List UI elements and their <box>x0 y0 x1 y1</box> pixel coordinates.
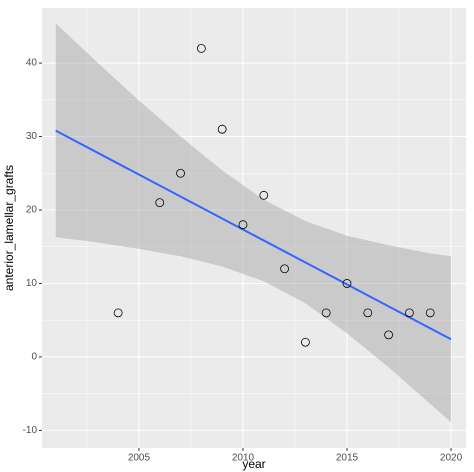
point <box>384 330 394 340</box>
y-tick-label: 40 <box>26 58 38 69</box>
point <box>425 308 435 318</box>
point <box>113 308 123 318</box>
y-tick-label: -10 <box>23 425 38 436</box>
fit-line <box>55 129 452 341</box>
point <box>238 220 248 230</box>
x-tick-label: 2015 <box>336 453 359 464</box>
data-layer <box>55 23 452 423</box>
panel <box>42 8 466 448</box>
point <box>405 308 414 318</box>
point <box>321 308 331 318</box>
point <box>155 198 165 208</box>
y-tick-label: 20 <box>26 205 38 216</box>
confidence-band <box>55 23 452 423</box>
y-axis-title: anterior_lamellar_grafts <box>2 165 16 291</box>
point <box>217 124 227 134</box>
point <box>176 168 185 178</box>
x-tick-label: 2010 <box>232 453 255 464</box>
x-axis-title: year <box>242 457 265 471</box>
point <box>342 279 352 288</box>
point <box>196 44 206 53</box>
point <box>363 308 373 318</box>
point <box>280 264 289 274</box>
point <box>300 337 310 347</box>
grid <box>42 8 466 448</box>
y-tick-label: 10 <box>26 278 38 289</box>
x-tick-label: 2020 <box>440 453 463 464</box>
x-tick-label: 2005 <box>128 453 151 464</box>
y-tick-label: 0 <box>31 352 37 363</box>
y-tick-label: 30 <box>26 131 38 142</box>
point <box>259 190 269 200</box>
